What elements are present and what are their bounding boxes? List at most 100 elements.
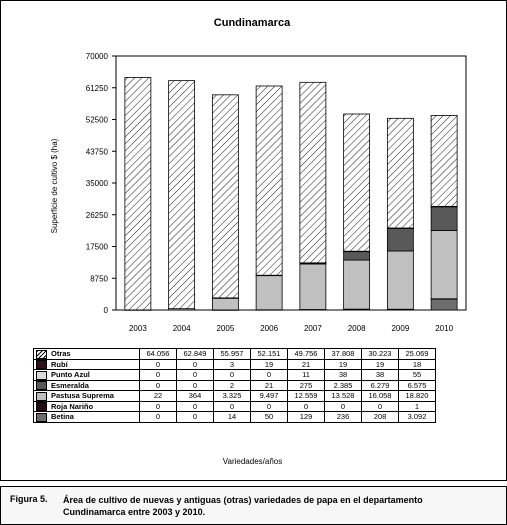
x-tick-label: 2006 [260, 324, 278, 333]
table-row: Esmeralda 0 0 2 21 275 2.385 6.279 6.575 [33, 379, 436, 392]
table-row: Betina 0 0 14 50 129 236 208 3.092 [33, 411, 436, 423]
bar-segment-pastusa-suprema-2008 [343, 259, 371, 310]
bar-segment-otras-2008 [343, 113, 371, 252]
value-cell: 0 [176, 400, 214, 413]
value-cell: 30.223 [361, 348, 399, 360]
bar-segment-esmeralda-2008 [343, 251, 371, 261]
value-cell: 0 [139, 358, 177, 371]
series-name: Roja Nariño [51, 401, 94, 411]
table-row: Otras 64.056 62.849 55.957 52.151 49.756 37.80… [33, 348, 436, 360]
legend-swatch [36, 391, 47, 401]
value-cell: 236 [324, 411, 362, 423]
y-tick-label: 17500 [86, 243, 109, 252]
bar-segment-otras-2004 [168, 80, 196, 310]
value-cell: 0 [176, 411, 214, 423]
y-tick-label: 8750 [90, 274, 108, 283]
value-cell: 64.056 [139, 348, 177, 360]
value-cell: 38 [324, 369, 362, 381]
value-cell: 13.528 [324, 390, 362, 402]
value-cell: 37.808 [324, 348, 362, 360]
caption-label: Figura 5. [10, 494, 48, 504]
bar-segment-esmeralda-2009 [386, 227, 414, 252]
series-name-cell: Otras [33, 348, 140, 360]
bar-segment-otras-2007 [299, 81, 327, 264]
series-name-cell: Esmeralda [33, 379, 140, 392]
value-cell: 0 [213, 400, 251, 413]
value-cell: 18.820 [398, 390, 436, 402]
value-cell: 55 [398, 369, 436, 381]
value-cell: 11 [287, 369, 325, 381]
series-name-cell: Pastusa Suprema [33, 390, 140, 402]
value-cell: 55.957 [213, 348, 251, 360]
legend-swatch [36, 370, 47, 380]
series-name-cell: Roja Nariño [33, 400, 140, 413]
series-name: Otras [51, 349, 71, 358]
value-cell: 52.151 [250, 348, 288, 360]
value-cell: 0 [139, 369, 177, 381]
bar-segment-otras-2003 [124, 77, 152, 311]
chart-title: Cundinamarca [214, 17, 291, 29]
value-cell: 0 [324, 400, 362, 413]
value-cell: 3.325 [213, 390, 251, 402]
legend-swatch [36, 412, 47, 422]
value-cell: 0 [250, 400, 288, 413]
legend-swatch [36, 349, 47, 359]
table-row: Roja Nariño 0 0 0 0 0 0 0 1 [33, 400, 436, 413]
value-cell: 208 [361, 411, 399, 423]
y-axis: 70000 61250 52500 43750 35000 26250 17500 8750 0 [86, 52, 116, 315]
table-row: Punto Azul 0 0 0 0 11 38 38 55 [33, 369, 436, 381]
value-cell: 0 [139, 379, 177, 392]
bar-segment-pastusa-suprema-2009 [386, 250, 414, 310]
y-tick-label: 70000 [86, 52, 109, 61]
bar-segment-otras-2005 [211, 94, 239, 299]
y-tick-label: 26250 [86, 211, 109, 220]
series-name: Punto Azul [51, 370, 90, 380]
value-cell: 16.058 [361, 390, 399, 402]
series-name: Rubí [51, 359, 68, 369]
y-tick-label: 0 [104, 306, 109, 315]
series-name-cell: Rubí [33, 358, 140, 371]
y-tick-label: 43750 [86, 147, 109, 156]
series-name: Esmeralda [51, 380, 89, 390]
value-cell: 19 [324, 358, 362, 371]
value-cell: 9.497 [250, 390, 288, 402]
series-name: Betina [51, 412, 74, 422]
bar-segment-betina-2010 [430, 298, 458, 311]
value-cell: 0 [250, 369, 288, 381]
x-axis-title: Variedades/años [222, 457, 283, 466]
value-cell: 21 [250, 379, 288, 392]
value-cell: 38 [361, 369, 399, 381]
y-tick-label: 52500 [86, 116, 109, 125]
value-cell: 3.092 [398, 411, 436, 423]
value-cell: 0 [176, 369, 214, 381]
value-cell: 0 [139, 400, 177, 413]
bar-segment-esmeralda-2010 [430, 206, 458, 231]
legend-swatch [36, 402, 47, 412]
value-cell: 0 [176, 358, 214, 371]
value-cell: 0 [361, 400, 399, 413]
value-cell: 129 [287, 411, 325, 423]
caption-text: Área de cultivo de nuevas y antiguas (ot… [63, 495, 423, 517]
value-cell: 22 [139, 390, 177, 402]
value-cell: 6.279 [361, 379, 399, 392]
series-name: Pastusa Suprema [51, 391, 114, 401]
value-cell: 3 [213, 358, 251, 371]
x-tick-label: 2007 [304, 324, 322, 333]
figure-caption: Figura 5. Área de cultivo de nuevas y an… [0, 486, 507, 525]
x-tick-label: 2003 [129, 324, 147, 333]
bar-segment-otras-2009 [386, 117, 414, 229]
bar-segment-pastusa-suprema-2007 [299, 263, 327, 310]
x-tick-label: 2010 [435, 324, 453, 333]
table-row: Rubí 0 0 3 19 21 19 19 18 [33, 358, 436, 371]
value-cell: 6.575 [398, 379, 436, 392]
value-cell: 275 [287, 379, 325, 392]
x-tick-label: 2005 [216, 324, 234, 333]
bar-segment-otras-2006 [255, 85, 283, 276]
stacked-bar-chart: Cundinamarca Superficie de cultivo $ (ha… [50, 17, 467, 333]
bar-segment-pastusa-suprema-2010 [430, 230, 458, 300]
value-cell: 0 [176, 379, 214, 392]
table-row: Pastusa Suprema 22 364 3.325 9.497 12.559 13.5… [33, 390, 436, 402]
series-name-cell: Betina [33, 411, 140, 423]
y-tick-label: 61250 [86, 84, 109, 93]
bar-segment-pastusa-suprema-2005 [211, 297, 239, 311]
